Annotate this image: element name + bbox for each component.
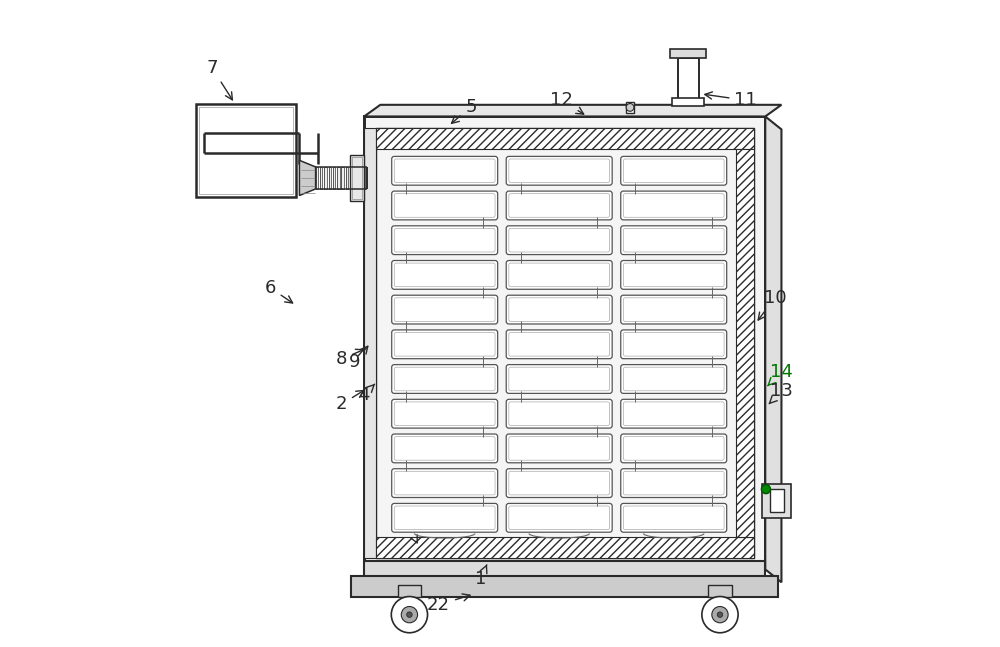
Polygon shape (765, 116, 781, 582)
FancyBboxPatch shape (621, 434, 727, 463)
Bar (364, 128, 376, 558)
FancyBboxPatch shape (506, 191, 612, 220)
FancyBboxPatch shape (621, 399, 727, 428)
Bar (316, 167, 318, 189)
FancyBboxPatch shape (506, 226, 612, 254)
Bar (398, 585, 421, 597)
Circle shape (761, 485, 770, 494)
Bar (670, 49, 706, 58)
Bar (196, 104, 296, 197)
FancyBboxPatch shape (392, 503, 498, 532)
Text: 14: 14 (768, 363, 793, 386)
Polygon shape (364, 105, 781, 116)
FancyBboxPatch shape (392, 468, 498, 498)
FancyBboxPatch shape (506, 434, 612, 463)
FancyBboxPatch shape (506, 261, 612, 289)
Bar (364, 116, 765, 569)
Bar (199, 107, 293, 194)
Polygon shape (299, 160, 316, 195)
Bar (376, 128, 754, 149)
Text: 7: 7 (206, 59, 232, 100)
FancyBboxPatch shape (621, 295, 727, 324)
FancyBboxPatch shape (506, 365, 612, 393)
Bar (678, 58, 699, 105)
FancyBboxPatch shape (392, 434, 498, 463)
FancyBboxPatch shape (621, 503, 727, 532)
Text: 10: 10 (758, 289, 786, 320)
Bar (736, 149, 754, 537)
Bar (363, 167, 365, 189)
Text: 22: 22 (427, 594, 470, 614)
Bar (329, 167, 331, 189)
FancyBboxPatch shape (506, 503, 612, 532)
Bar (351, 576, 778, 597)
FancyBboxPatch shape (621, 226, 727, 254)
Bar (364, 116, 765, 569)
Circle shape (712, 606, 728, 623)
Circle shape (626, 104, 634, 111)
Bar (333, 167, 335, 189)
Bar (350, 167, 352, 189)
Bar (352, 157, 362, 199)
Text: 11: 11 (705, 91, 757, 109)
Bar (354, 167, 357, 189)
Bar (324, 167, 327, 189)
FancyBboxPatch shape (392, 365, 498, 393)
Text: 8: 8 (336, 349, 363, 368)
Text: 6: 6 (265, 279, 293, 303)
Text: 2: 2 (336, 391, 364, 413)
Bar (376, 128, 754, 558)
Circle shape (391, 597, 428, 633)
FancyBboxPatch shape (621, 261, 727, 289)
FancyBboxPatch shape (621, 191, 727, 220)
Circle shape (401, 606, 418, 623)
FancyBboxPatch shape (392, 157, 498, 185)
FancyBboxPatch shape (392, 261, 498, 289)
FancyBboxPatch shape (506, 399, 612, 428)
FancyBboxPatch shape (506, 157, 612, 185)
FancyBboxPatch shape (506, 468, 612, 498)
Text: 3: 3 (404, 518, 417, 543)
FancyBboxPatch shape (392, 295, 498, 324)
Bar (359, 167, 361, 189)
FancyBboxPatch shape (392, 191, 498, 220)
FancyBboxPatch shape (392, 226, 498, 254)
FancyBboxPatch shape (621, 468, 727, 498)
FancyBboxPatch shape (392, 330, 498, 358)
Bar (626, 102, 634, 113)
Bar (376, 537, 754, 558)
FancyBboxPatch shape (392, 399, 498, 428)
Bar (346, 167, 348, 189)
Bar (708, 585, 732, 597)
FancyBboxPatch shape (621, 157, 727, 185)
Circle shape (717, 612, 723, 617)
FancyBboxPatch shape (621, 365, 727, 393)
Bar (350, 155, 364, 201)
Bar (341, 167, 344, 189)
Text: 9: 9 (349, 346, 368, 371)
FancyBboxPatch shape (506, 330, 612, 358)
Text: 13: 13 (769, 382, 793, 404)
Bar (762, 484, 791, 518)
Bar (770, 489, 784, 512)
Circle shape (702, 597, 738, 633)
Bar (364, 561, 765, 577)
Bar (320, 167, 322, 189)
FancyBboxPatch shape (621, 330, 727, 358)
Text: 5: 5 (452, 98, 477, 124)
Bar (337, 167, 340, 189)
Text: 1: 1 (475, 565, 487, 588)
FancyBboxPatch shape (506, 295, 612, 324)
Text: 12: 12 (550, 91, 584, 114)
Circle shape (407, 612, 412, 617)
Bar (672, 98, 704, 106)
Text: 4: 4 (358, 384, 375, 404)
